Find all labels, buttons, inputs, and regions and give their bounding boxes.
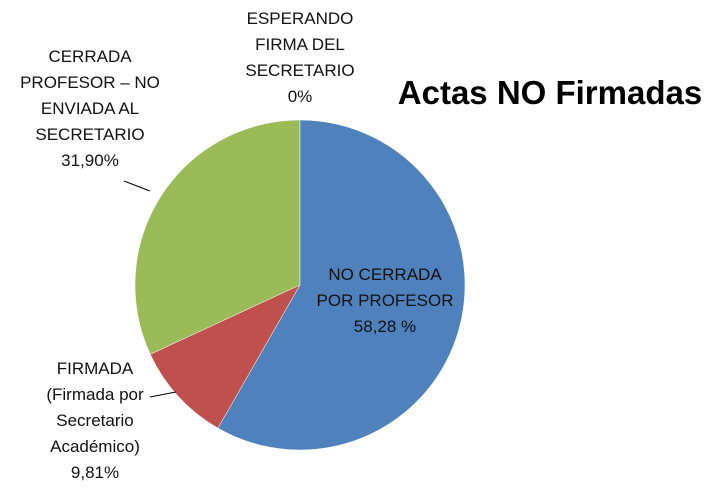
category-label: CERRADA PROFESOR – NO ENVIADA AL SECRETA… [20, 47, 160, 144]
data-label: CERRADA PROFESOR – NO ENVIADA AL SECRETA… [10, 44, 170, 174]
data-label: NO CERRADA POR PROFESOR 58,28 % [315, 262, 455, 340]
pie-slice [217, 119, 466, 451]
data-label: ESPERANDO FIRMA DEL SECRETARIO 0% [235, 6, 365, 110]
leader-line [123, 180, 151, 192]
chart-title: Actas NO Firmadas [397, 74, 703, 111]
leader-line [149, 391, 177, 398]
data-label: FIRMADA (Firmada por Secretario Académic… [35, 356, 155, 486]
pie-slice [134, 119, 301, 355]
value-label: 9,81% [70, 463, 120, 482]
value-label: 58,28 % [353, 317, 417, 336]
pie-slice [149, 284, 301, 429]
value-label: 31,90% [61, 151, 119, 170]
category-label: NO CERRADA POR PROFESOR [316, 265, 454, 310]
category-label: FIRMADA (Firmada por Secretario Académic… [46, 359, 144, 456]
category-label: ESPERANDO FIRMA DEL SECRETARIO [245, 9, 355, 80]
value-label: 0% [287, 87, 313, 106]
